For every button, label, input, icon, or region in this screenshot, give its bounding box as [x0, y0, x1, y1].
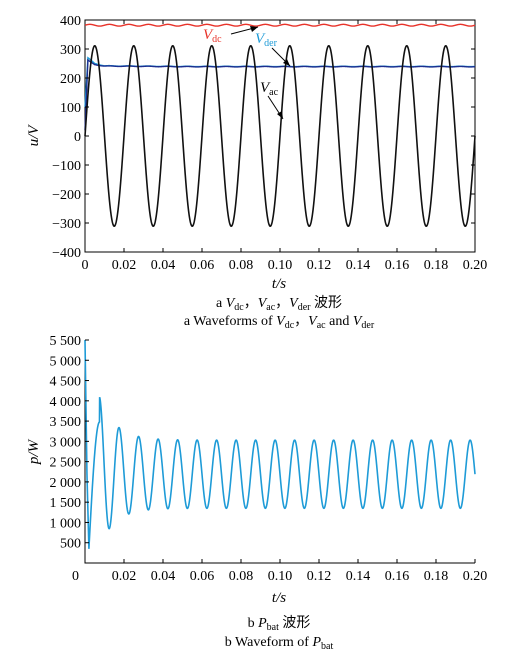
y-tick-label: 4 000	[50, 395, 82, 410]
annotation-vac: Vac	[260, 80, 284, 120]
x-tick-label: 0.02	[112, 569, 137, 584]
x-tick-label: 0.04	[151, 569, 176, 584]
x-tick-label: 0.12	[307, 258, 332, 273]
caption-a: a Vdc，Vac，Vder 波形 a Waveforms of Vdc，Vac…	[184, 295, 375, 331]
caption-a-line1: a Vdc，Vac，Vder 波形	[216, 295, 342, 313]
x-tick-label: 0.14	[346, 569, 371, 584]
caption-b-line2: b Waveform of Pbat	[225, 635, 334, 652]
x-tick-label: 0.02	[112, 258, 137, 273]
y-axis-label-voltage: u/V	[26, 124, 42, 147]
y-tick-label: 0	[72, 569, 79, 584]
svg-text:Vdc: Vdc	[203, 27, 222, 45]
svg-text:Vder: Vder	[255, 31, 278, 49]
x-axis-label-voltage: t/s	[272, 276, 286, 292]
svg-text:Vac: Vac	[260, 80, 279, 98]
x-tick-label: 0.10	[268, 258, 293, 273]
x-tick-label: 0.04	[151, 258, 176, 273]
y-tick-label: 2 500	[50, 456, 82, 471]
y-tick-label: 2 000	[50, 476, 82, 491]
x-tick-label: 0.20	[463, 258, 488, 273]
y-tick-label: 3 500	[50, 415, 82, 430]
y-tick-label: 1 500	[50, 496, 82, 511]
x-tick-label: 0.18	[424, 258, 449, 273]
y-tick-label: 4 500	[50, 375, 82, 390]
annotation-vdc: Vdc	[203, 26, 259, 45]
y-tick-label: 5 500	[50, 334, 82, 349]
annotation-vder: Vder	[255, 31, 291, 67]
caption-b: b Pbat 波形 b Waveform of Pbat	[225, 615, 334, 652]
x-tick-label: 0.12	[307, 569, 332, 584]
y-tick-label: 100	[60, 101, 81, 116]
y-tick-label: −300	[52, 217, 81, 232]
x-axis-label-power: t/s	[272, 590, 286, 606]
x-tick-label: 0.06	[190, 569, 215, 584]
y-tick-label: 0	[74, 130, 81, 145]
y-tick-label: 500	[60, 537, 81, 552]
caption-b-line1: b Pbat 波形	[248, 615, 311, 633]
y-tick-label: 200	[60, 72, 81, 87]
x-tick-label: 0.06	[190, 258, 215, 273]
caption-a-line2: a Waveforms of Vdc，Vac and Vder	[184, 314, 375, 331]
series-line-vder	[84, 56, 476, 108]
x-tick-label: 0.10	[268, 569, 293, 584]
chart-voltage: −400 −300 −200 −100 0 100 200 300 400 0 0.02 0.04 0…	[26, 14, 487, 292]
x-tick-label: 0.14	[346, 258, 371, 273]
y-tick-label: 300	[60, 43, 81, 58]
series-line-vac	[84, 44, 476, 228]
axes-power	[84, 340, 475, 564]
x-tick-label: 0.16	[385, 569, 410, 584]
series-line-pbat	[84, 339, 476, 549]
x-tick-label: 0	[82, 258, 89, 273]
y-axis-label-power: p/W	[26, 438, 42, 465]
x-tick-label: 0.18	[424, 569, 449, 584]
x-tick-label: 0.16	[385, 258, 410, 273]
y-tick-label: −200	[52, 188, 81, 203]
y-tick-label: 400	[60, 14, 81, 29]
chart-power: 0 500 1 000 1 500 2 000 2 500 3 000 3 500 4 000 4…	[26, 334, 487, 606]
y-tick-label: −100	[52, 159, 81, 174]
y-tick-label: 5 000	[50, 354, 82, 369]
x-tick-label: 0.20	[463, 569, 488, 584]
series-line-vdc	[84, 23, 476, 27]
x-tick-label: 0.08	[229, 258, 254, 273]
series-line-vdir	[84, 58, 476, 131]
y-tick-label: −400	[52, 246, 81, 261]
y-tick-label: 3 000	[50, 435, 82, 450]
y-tick-label: 1 000	[50, 516, 82, 531]
x-tick-label: 0.08	[229, 569, 254, 584]
